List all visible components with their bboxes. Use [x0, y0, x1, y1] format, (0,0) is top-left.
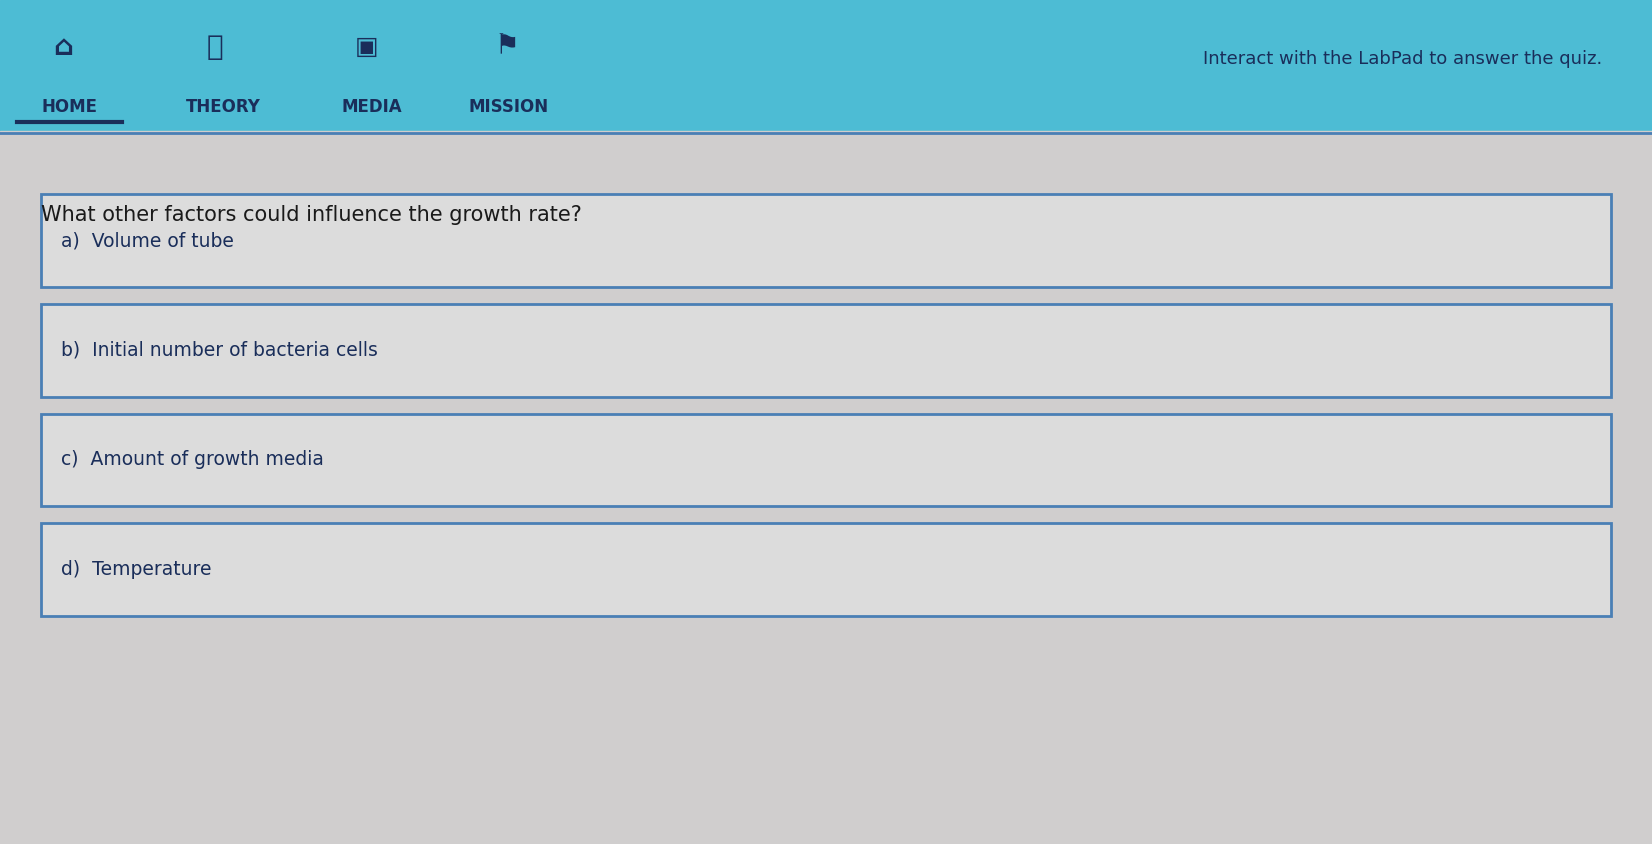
- FancyBboxPatch shape: [41, 304, 1611, 397]
- FancyBboxPatch shape: [41, 523, 1611, 616]
- Text: ⌂: ⌂: [53, 33, 73, 61]
- Text: a)  Volume of tube: a) Volume of tube: [61, 231, 235, 250]
- FancyBboxPatch shape: [41, 414, 1611, 506]
- Text: HOME: HOME: [41, 98, 97, 116]
- Text: What other factors could influence the growth rate?: What other factors could influence the g…: [41, 205, 582, 225]
- Text: b)  Initial number of bacteria cells: b) Initial number of bacteria cells: [61, 341, 378, 360]
- Text: Interact with the LabPad to answer the quiz.: Interact with the LabPad to answer the q…: [1203, 50, 1602, 68]
- FancyBboxPatch shape: [41, 194, 1611, 287]
- Text: THEORY: THEORY: [185, 98, 261, 116]
- Text: c)  Amount of growth media: c) Amount of growth media: [61, 451, 324, 469]
- Text: MISSION: MISSION: [469, 98, 548, 116]
- Text: d)  Temperature: d) Temperature: [61, 560, 211, 579]
- Text: MEDIA: MEDIA: [342, 98, 401, 116]
- Text: ⌕: ⌕: [206, 33, 223, 61]
- Text: ⚑: ⚑: [494, 33, 520, 61]
- Bar: [0, 0, 1652, 131]
- Bar: [0, 131, 1652, 844]
- Text: ▣: ▣: [355, 35, 378, 58]
